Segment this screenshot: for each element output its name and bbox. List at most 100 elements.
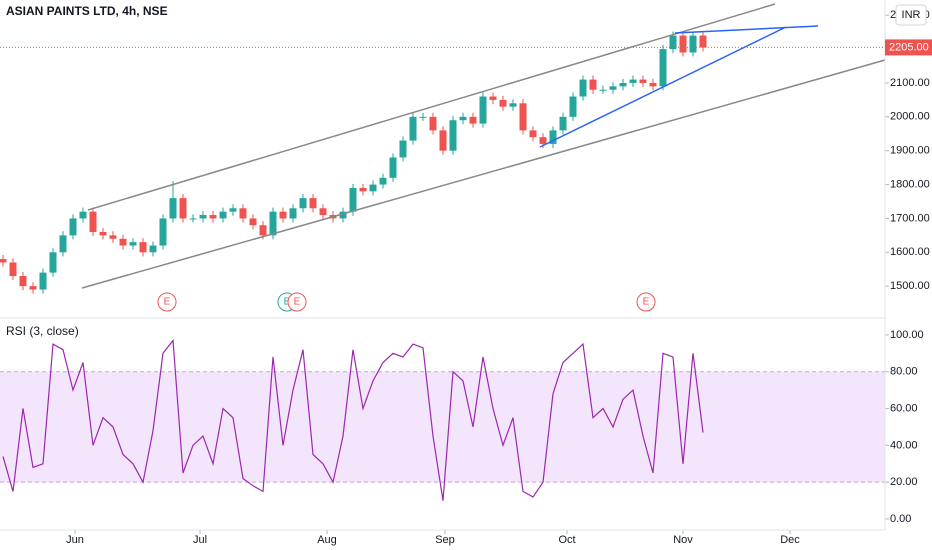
candle-body [319, 208, 327, 216]
trend-lines [81, 3, 886, 289]
wedge-upper [674, 25, 819, 34]
candle-body [529, 130, 537, 138]
event-marker[interactable] [287, 292, 307, 312]
candle-body [479, 96, 487, 124]
candle-body [429, 116, 437, 131]
candle-body [649, 82, 657, 87]
event-label: E [284, 297, 291, 308]
candle-body [689, 35, 697, 53]
event-marker[interactable] [636, 292, 656, 312]
candle-body [599, 89, 607, 91]
candle-body [309, 198, 317, 209]
candle-body [619, 82, 627, 87]
currency-button[interactable] [895, 4, 927, 26]
event-label: E [643, 297, 650, 308]
candle-body [539, 137, 547, 144]
candle-body [9, 262, 17, 277]
candle-body [89, 211, 97, 232]
candle-body [169, 198, 177, 219]
candle-body [399, 140, 407, 158]
candle-body [39, 272, 47, 290]
candle-body [469, 116, 477, 124]
candle-body [129, 242, 137, 246]
event-marker[interactable] [157, 292, 177, 312]
candle-body [109, 235, 117, 239]
candle-body [249, 218, 257, 226]
candle-body [69, 218, 77, 236]
candle-body [379, 177, 387, 185]
candle-body [229, 208, 237, 212]
candle-body [269, 211, 277, 236]
candle-body [219, 211, 227, 219]
candle-body [29, 286, 37, 290]
candle-body [579, 79, 587, 97]
y-tick-label: 2000.00 [890, 111, 930, 123]
candle-body [79, 211, 87, 219]
y-tick-label: 0.00 [890, 513, 911, 525]
y-tick-label: 2100.00 [890, 77, 930, 89]
candle-body [639, 79, 647, 83]
candle-body [679, 35, 687, 53]
x-tick-label: Aug [317, 534, 337, 546]
candle-body [289, 208, 297, 219]
candle-body [459, 116, 467, 121]
title-bg [0, 0, 175, 18]
y-tick-label: 1800.00 [890, 178, 930, 190]
y-tick-label: 20.00 [890, 476, 918, 488]
y-tick-label: 1900.00 [890, 145, 930, 157]
candle-body [59, 235, 67, 253]
candle-body [279, 211, 287, 219]
overlay: 2205.00 [885, 39, 932, 56]
candle-body [179, 198, 187, 219]
rsi-line [2, 338, 704, 501]
x-tick-label: Nov [673, 534, 693, 546]
candle-body [669, 35, 677, 50]
candle-body [519, 103, 527, 131]
last-price-tag [885, 39, 932, 56]
x-tick-label: Dec [780, 534, 800, 546]
candle-body [369, 184, 377, 192]
candle-body [559, 116, 567, 131]
candle-body [659, 49, 667, 87]
candle-body [19, 276, 27, 287]
candle-body [139, 242, 147, 253]
candle-body [149, 245, 157, 253]
currency-label: INR [902, 9, 921, 21]
candle-body [569, 96, 577, 117]
x-tick-label: Jun [66, 534, 84, 546]
candle-body [339, 211, 347, 219]
candle-body [159, 218, 167, 246]
channel-upper [87, 3, 776, 211]
event-markers: E E E E [157, 292, 656, 312]
y-tick-label: 1700.00 [890, 212, 930, 224]
candle-body [419, 116, 427, 118]
candle-body [259, 225, 267, 236]
candle-body [49, 252, 57, 273]
candle-body [509, 103, 517, 107]
y-tick-label: 1500.00 [890, 280, 930, 292]
candle-body [119, 238, 127, 246]
layers: 1500.00 1600.00 1700.00 1800.00 1900.00 2000.… [0, 9, 930, 546]
candle-body [359, 187, 367, 192]
x-tick-label: Jul [193, 534, 207, 546]
event-label: E [164, 297, 171, 308]
candle-body [589, 79, 597, 90]
candle-body [199, 215, 207, 219]
candle-body [99, 231, 107, 236]
candle-body [349, 187, 357, 212]
x-tick-label: Sep [435, 534, 455, 546]
candle-body [409, 116, 417, 141]
y-tick-label: 60.00 [890, 402, 918, 414]
channel-lower [81, 59, 886, 289]
candle-body [0, 259, 7, 263]
rsi-title: RSI (3, close) [6, 324, 79, 338]
chart-title: ASIAN PAINTS LTD, 4h, NSE [6, 4, 168, 18]
y-tick-label: 100.00 [890, 329, 924, 341]
y-tick-label: 80.00 [890, 366, 918, 378]
y-tick-label: 40.00 [890, 439, 918, 451]
rsi-band [0, 371, 885, 483]
candle-body [209, 215, 217, 219]
last-price-label: 2205.00 [889, 41, 929, 53]
candle-body [489, 96, 497, 100]
